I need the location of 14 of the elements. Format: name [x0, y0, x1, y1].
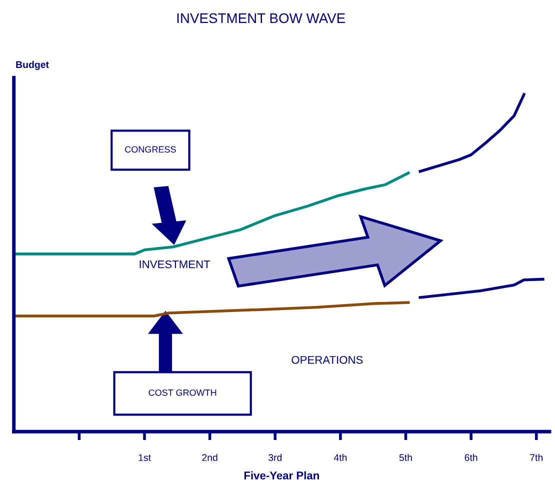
x-tick-label: 3rd — [268, 454, 282, 462]
x-tick-label: 7th — [530, 454, 543, 461]
x-tick-label: 6th — [464, 454, 478, 462]
x-tick-label: 4th — [334, 454, 347, 461]
annotation: CONGRESS — [125, 146, 176, 153]
x-tick-label: 5th — [399, 454, 412, 462]
x-axis-title: Five-Year Plan — [244, 471, 319, 480]
annotation: INVESTMENT — [140, 260, 210, 268]
annotation: COST GROWTH — [148, 389, 216, 396]
y-axis-title: Budget — [16, 60, 49, 70]
annotation: OPERATIONS — [292, 356, 363, 364]
x-tick-label: 2nd — [202, 454, 218, 462]
x-tick-label: 1st — [138, 454, 151, 462]
chart-title: INVESTMENT BOW WAVE — [177, 13, 346, 24]
